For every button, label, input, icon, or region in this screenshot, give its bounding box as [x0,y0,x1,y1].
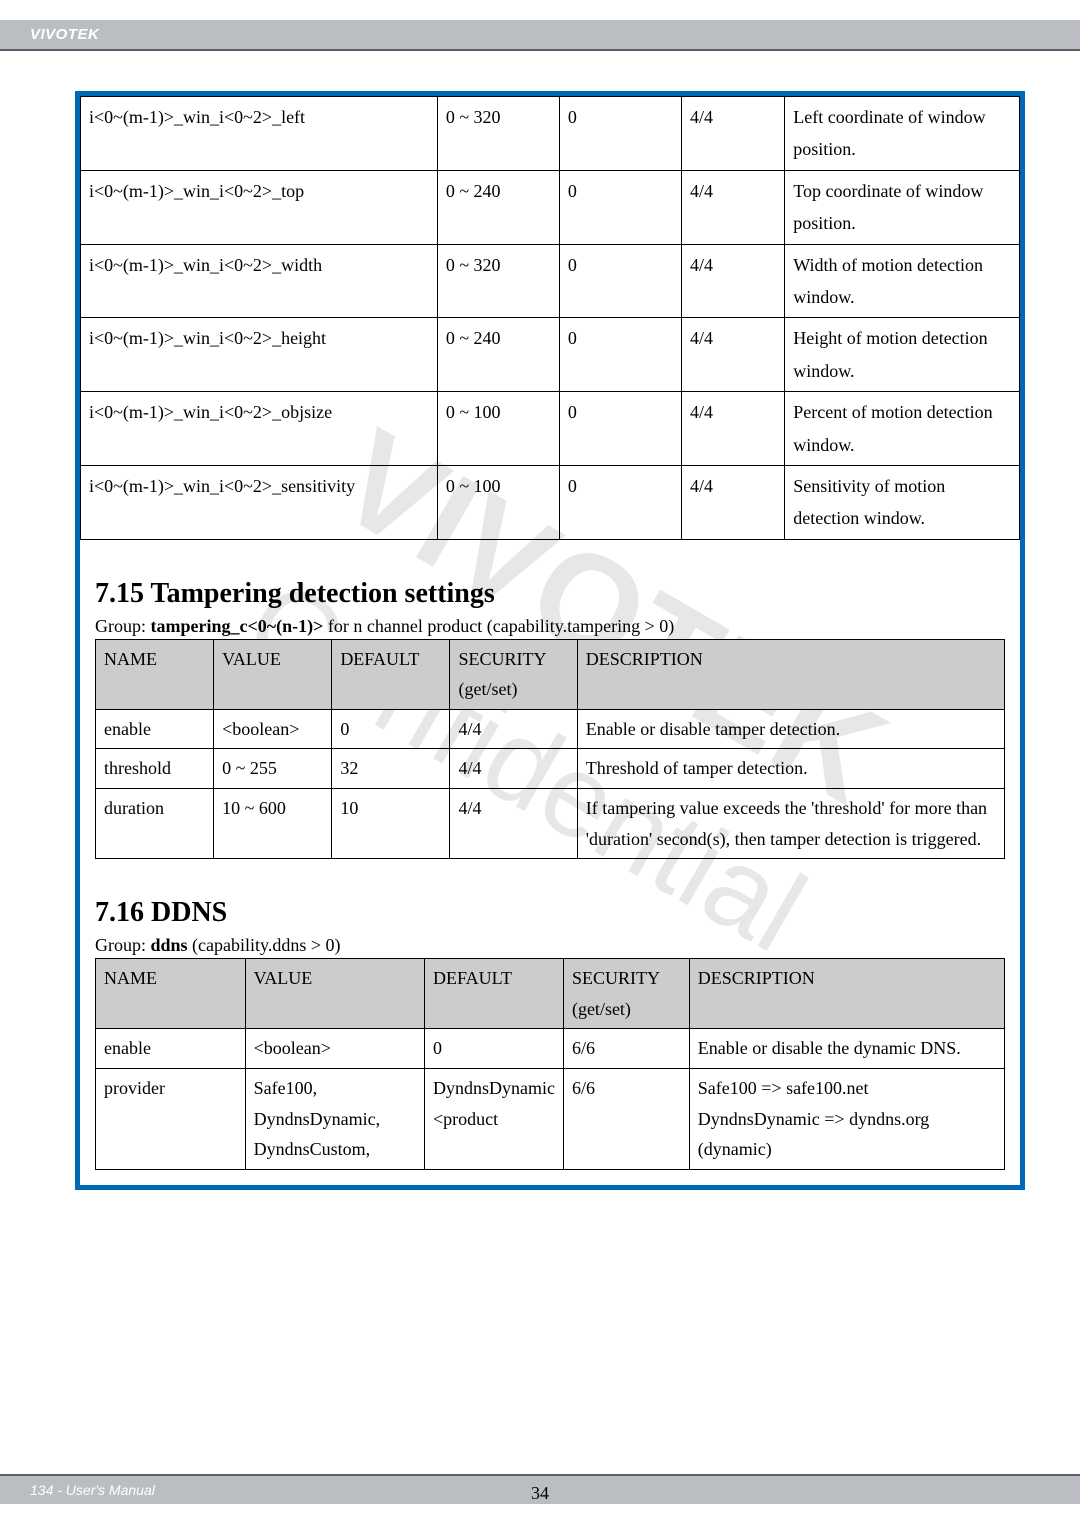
cell-name: i<0~(m-1)>_win_i<0~2>_left [81,97,438,171]
cell-default: DyndnsDynamic<product [424,1069,563,1170]
cell-value: 0 ~ 100 [437,465,559,539]
cell-security: 6/6 [563,1029,689,1069]
cell-name: duration [96,789,214,859]
group-bold: ddns [151,935,188,955]
group-suffix: (capability.ddns > 0) [188,935,341,955]
cell-name: i<0~(m-1)>_win_i<0~2>_width [81,244,438,318]
cell-desc: Left coordinate of window position. [785,97,1020,171]
tampering-table: NAME VALUE DEFAULT SECURITY(get/set) DES… [95,639,1005,860]
cell-desc: If tampering value exceeds the 'threshol… [577,789,1004,859]
cell-name: provider [96,1069,246,1170]
table-header-row: NAME VALUE DEFAULT SECURITY(get/set) DES… [96,959,1005,1029]
header-default: DEFAULT [424,959,563,1029]
table-row: duration 10 ~ 600 10 4/4 If tampering va… [96,789,1005,859]
table-row: i<0~(m-1)>_win_i<0~2>_sensitivity 0 ~ 10… [81,465,1020,539]
cell-desc: Top coordinate of window position. [785,170,1020,244]
tampering-heading: 7.15 Tampering detection settings [95,578,1005,610]
cell-name: i<0~(m-1)>_win_i<0~2>_objsize [81,392,438,466]
cell-name: enable [96,709,214,749]
cell-desc: Threshold of tamper detection. [577,749,1004,789]
cell-desc: Enable or disable the dynamic DNS. [689,1029,1004,1069]
cell-default: 0 [559,465,681,539]
header-default: DEFAULT [332,639,450,709]
cell-desc: Safe100 => safe100.netDyndnsDynamic => d… [689,1069,1004,1170]
cell-security: 4/4 [681,97,784,171]
ddns-group-line: Group: ddns (capability.ddns > 0) [95,935,1005,956]
cell-security: 4/4 [450,749,577,789]
header-value: VALUE [214,639,332,709]
cell-default: 0 [559,170,681,244]
cell-security: 4/4 [681,392,784,466]
cell-value: 0 ~ 255 [214,749,332,789]
cell-value: <boolean> [214,709,332,749]
cell-value: 0 ~ 100 [437,392,559,466]
header-security: SECURITY(get/set) [450,639,577,709]
cell-name: i<0~(m-1)>_win_i<0~2>_sensitivity [81,465,438,539]
table-header-row: NAME VALUE DEFAULT SECURITY(get/set) DES… [96,639,1005,709]
table-row: i<0~(m-1)>_win_i<0~2>_width 0 ~ 320 0 4/… [81,244,1020,318]
cell-default: 0 [559,392,681,466]
cell-security: 4/4 [450,789,577,859]
header-desc: DESCRIPTION [577,639,1004,709]
cell-default: 0 [559,318,681,392]
table-row: provider Safe100,DyndnsDynamic,DyndnsCus… [96,1069,1005,1170]
group-suffix: for n channel product (capability.tamper… [323,616,674,636]
cell-security: 4/4 [450,709,577,749]
header-security: SECURITY(get/set) [563,959,689,1029]
header-value: VALUE [245,959,424,1029]
tampering-group-line: Group: tampering_c<0~(n-1)> for n channe… [95,616,1005,637]
group-prefix: Group: [95,935,151,955]
cell-default: 0 [559,97,681,171]
cell-security: 4/4 [681,170,784,244]
cell-default: 0 [424,1029,563,1069]
cell-value: <boolean> [245,1029,424,1069]
cell-value: 0 ~ 240 [437,170,559,244]
footer-pagenum: 34 [0,1479,1080,1504]
cell-name: i<0~(m-1)>_win_i<0~2>_height [81,318,438,392]
cell-default: 0 [332,709,450,749]
cell-value: 0 ~ 320 [437,97,559,171]
table-row: enable <boolean> 0 6/6 Enable or disable… [96,1029,1005,1069]
cell-value: 0 ~ 240 [437,318,559,392]
table-row: i<0~(m-1)>_win_i<0~2>_height 0 ~ 240 0 4… [81,318,1020,392]
cell-default: 10 [332,789,450,859]
cell-desc: Percent of motion detection window. [785,392,1020,466]
group-prefix: Group: [95,616,151,636]
table-row: enable <boolean> 0 4/4 Enable or disable… [96,709,1005,749]
cell-security: 4/4 [681,244,784,318]
cell-desc: Height of motion detection window. [785,318,1020,392]
group-bold: tampering_c<0~(n-1)> [151,616,324,636]
header-name: NAME [96,639,214,709]
header-brand: VIVOTEK [0,20,1080,51]
motion-settings-table: i<0~(m-1)>_win_i<0~2>_left 0 ~ 320 0 4/4… [80,96,1020,540]
cell-default: 32 [332,749,450,789]
table-row: i<0~(m-1)>_win_i<0~2>_objsize 0 ~ 100 0 … [81,392,1020,466]
cell-value: Safe100,DyndnsDynamic,DyndnsCustom, [245,1069,424,1170]
table-row: threshold 0 ~ 255 32 4/4 Threshold of ta… [96,749,1005,789]
cell-security: 4/4 [681,465,784,539]
cell-name: i<0~(m-1)>_win_i<0~2>_top [81,170,438,244]
table-row: i<0~(m-1)>_win_i<0~2>_top 0 ~ 240 0 4/4 … [81,170,1020,244]
cell-desc: Width of motion detection window. [785,244,1020,318]
table-row: i<0~(m-1)>_win_i<0~2>_left 0 ~ 320 0 4/4… [81,97,1020,171]
cell-name: enable [96,1029,246,1069]
cell-security: 4/4 [681,318,784,392]
cell-default: 0 [559,244,681,318]
ddns-heading: 7.16 DDNS [95,897,1005,929]
cell-value: 10 ~ 600 [214,789,332,859]
cell-desc: Enable or disable tamper detection. [577,709,1004,749]
cell-security: 6/6 [563,1069,689,1170]
ddns-table: NAME VALUE DEFAULT SECURITY(get/set) DES… [95,958,1005,1170]
cell-desc: Sensitivity of motion detection window. [785,465,1020,539]
cell-name: threshold [96,749,214,789]
cell-value: 0 ~ 320 [437,244,559,318]
header-name: NAME [96,959,246,1029]
header-desc: DESCRIPTION [689,959,1004,1029]
